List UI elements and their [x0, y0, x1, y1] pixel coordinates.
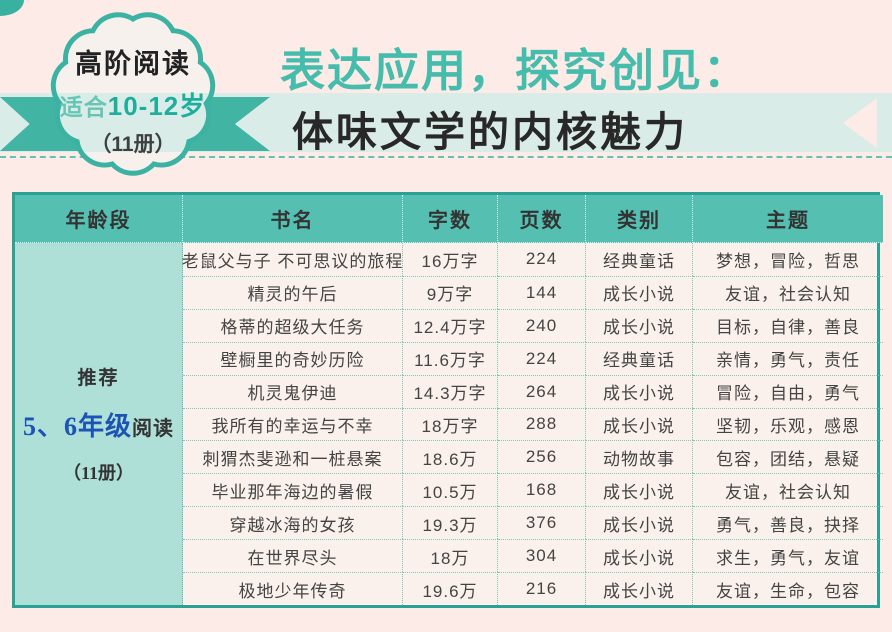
book-category: 成长小说 [586, 374, 693, 408]
book-theme: 求生，勇气，友谊 [693, 539, 883, 572]
book-category: 成长小说 [586, 473, 693, 507]
column-header-age: 年龄段 [15, 195, 183, 243]
book-pages: 376 [498, 506, 586, 540]
headline-line2: 体味文学的内核魅力 [292, 109, 688, 155]
book-words: 16万字 [403, 243, 498, 276]
book-words: 14.3万字 [403, 374, 498, 408]
book-category: 动物故事 [586, 440, 693, 474]
book-pages: 264 [498, 374, 586, 408]
book-theme: 友谊，社会认知 [693, 275, 883, 309]
book-category: 成长小说 [586, 506, 693, 540]
book-theme: 冒险，自由，勇气 [693, 374, 883, 408]
age-group-cell: 推荐 5、6年级阅读 （11册） [15, 243, 183, 605]
badge-age-range: 适合10-12岁 [40, 86, 226, 123]
book-title: 刺猬杰斐逊和一桩悬案 [183, 440, 403, 474]
book-theme: 目标，自律，善良 [693, 308, 883, 342]
headline-line1: 表达应用，探究创见： [280, 45, 751, 96]
book-pages: 256 [498, 440, 586, 474]
book-pages: 224 [498, 341, 586, 375]
badge-title: 高阶阅读 [75, 49, 191, 79]
book-theme: 友谊，生命，包容 [693, 572, 883, 605]
book-title: 毕业那年海边的暑假 [183, 473, 403, 507]
book-words: 12.4万字 [403, 308, 498, 342]
column-header-category: 类别 [586, 195, 693, 243]
book-title: 极地少年传奇 [183, 572, 403, 605]
book-pages: 304 [498, 539, 586, 573]
book-category: 成长小说 [586, 308, 693, 342]
badge-age-value: 10-12岁 [107, 91, 207, 121]
column-header-theme: 主题 [693, 195, 883, 243]
book-category: 经典童话 [586, 341, 693, 375]
book-words: 11.6万字 [403, 341, 498, 375]
book-title: 在世界尽头 [183, 539, 403, 573]
book-theme: 勇气，善良，抉择 [693, 506, 883, 539]
column-header-title: 书名 [183, 195, 403, 243]
book-title: 我所有的幸运与不幸 [183, 407, 403, 441]
scallop-badge-icon [50, 12, 216, 176]
book-words: 19.3万 [403, 506, 498, 540]
book-pages: 224 [498, 243, 586, 276]
book-title: 机灵鬼伊迪 [183, 374, 403, 408]
badge-age-prefix: 适合 [59, 94, 108, 120]
book-words: 18万 [403, 539, 498, 573]
book-category: 经典童话 [586, 243, 693, 276]
book-theme: 友谊，社会认知 [693, 473, 883, 506]
reading-level-badge: 高阶阅读 适合10-12岁 （11册） [40, 2, 226, 184]
grade-highlight: 5、6年级 [22, 412, 132, 441]
book-pages: 216 [498, 572, 586, 605]
grade-suffix: 阅读 [132, 418, 174, 440]
book-pages: 168 [498, 473, 586, 507]
book-words: 18万字 [403, 407, 498, 441]
corner-decoration [0, 0, 24, 16]
book-title: 穿越冰海的女孩 [183, 506, 403, 540]
age-group-count: （11册） [62, 463, 134, 483]
badge-volume-count: （11册） [90, 133, 176, 156]
book-category: 成长小说 [586, 407, 693, 441]
book-pages: 144 [498, 275, 586, 309]
book-words: 18.6万 [403, 440, 498, 474]
age-group-recommend: 推荐 [77, 368, 120, 389]
book-words: 10.5万 [403, 473, 498, 507]
book-pages: 288 [498, 407, 586, 441]
column-header-pages: 页数 [498, 195, 586, 243]
book-category: 成长小说 [586, 539, 693, 573]
book-theme: 亲情，勇气，责任 [693, 341, 883, 375]
book-title: 老鼠父与子 不可思议的旅程 [182, 243, 403, 276]
book-category: 成长小说 [586, 275, 693, 309]
dashed-divider [0, 156, 892, 158]
column-header-words: 字数 [403, 195, 498, 243]
book-theme: 梦想，冒险，哲思 [716, 251, 860, 271]
book-title: 格蒂的超级大任务 [183, 308, 403, 342]
book-theme: 坚韧，乐观，感恩 [693, 407, 883, 441]
book-title: 壁橱里的奇妙历险 [183, 341, 403, 375]
book-words: 9万字 [403, 275, 498, 309]
book-theme: 包容，团结，悬疑 [693, 440, 883, 473]
book-category: 成长小说 [586, 572, 693, 605]
book-pages: 240 [498, 308, 586, 342]
book-title: 精灵的午后 [183, 275, 403, 309]
age-group-grade: 5、6年级阅读 [23, 406, 174, 443]
book-words: 19.6万 [403, 572, 498, 605]
book-list-table: 年龄段 书名 字数 页数 类别 主题 推荐 5、6年级阅读 （11册） 老鼠父与… [12, 192, 883, 608]
